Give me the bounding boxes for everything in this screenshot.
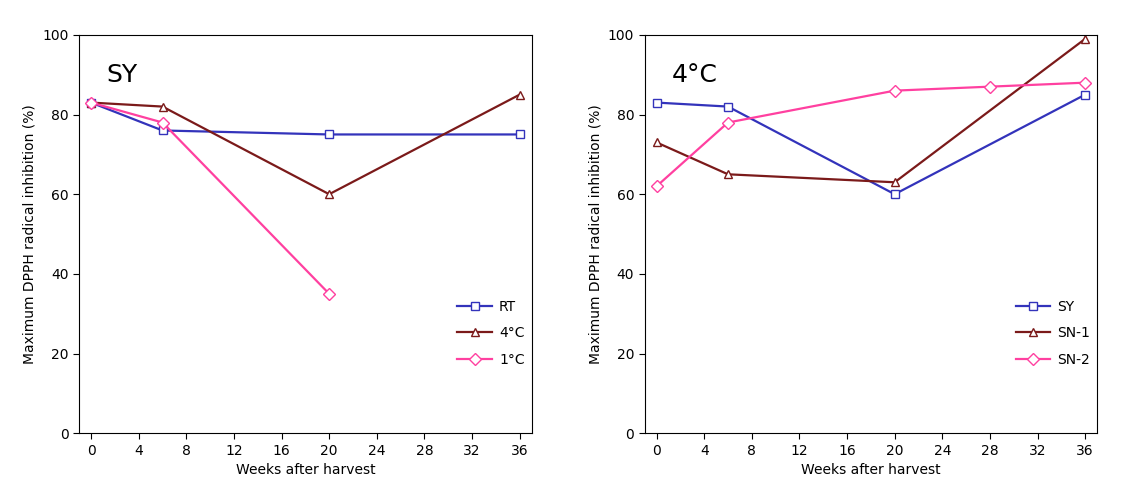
- SN-2: [888, 88, 901, 94]
- X-axis label: Weeks after harvest: Weeks after harvest: [235, 463, 375, 477]
- Y-axis label: Maximum DPPH radical inhibition (%): Maximum DPPH radical inhibition (%): [588, 104, 603, 364]
- RT: [322, 131, 336, 137]
- SY: [650, 100, 664, 106]
- SN-1: [888, 179, 901, 185]
- Text: 4°C: 4°C: [672, 63, 718, 87]
- SN-1: [650, 139, 664, 145]
- SY: [888, 191, 901, 197]
- Legend: SY, SN-1, SN-2: SY, SN-1, SN-2: [1016, 300, 1090, 367]
- 1°C: [156, 120, 170, 125]
- RT: [85, 100, 98, 106]
- SN-2: [1078, 80, 1091, 86]
- SN-2: [983, 84, 996, 90]
- Y-axis label: Maximum DPPH radical inhibition (%): Maximum DPPH radical inhibition (%): [23, 104, 37, 364]
- 4°C: [156, 104, 170, 110]
- Text: SY: SY: [106, 63, 138, 87]
- SY: [1078, 92, 1091, 98]
- SN-2: [722, 120, 735, 125]
- 1°C: [322, 291, 336, 297]
- Line: SN-2: SN-2: [653, 79, 1089, 190]
- RT: [512, 131, 526, 137]
- RT: [156, 127, 170, 133]
- Line: 4°C: 4°C: [87, 91, 524, 198]
- 4°C: [512, 92, 526, 98]
- SN-2: [650, 183, 664, 189]
- Line: RT: RT: [87, 99, 524, 138]
- X-axis label: Weeks after harvest: Weeks after harvest: [801, 463, 941, 477]
- 4°C: [322, 191, 336, 197]
- Line: SY: SY: [653, 91, 1089, 198]
- 1°C: [85, 100, 98, 106]
- SN-1: [722, 171, 735, 177]
- 4°C: [85, 100, 98, 106]
- SN-1: [1078, 36, 1091, 42]
- Line: 1°C: 1°C: [87, 99, 334, 298]
- SY: [722, 104, 735, 110]
- Legend: RT, 4°C, 1°C: RT, 4°C, 1°C: [457, 300, 525, 367]
- Line: SN-1: SN-1: [653, 35, 1089, 186]
